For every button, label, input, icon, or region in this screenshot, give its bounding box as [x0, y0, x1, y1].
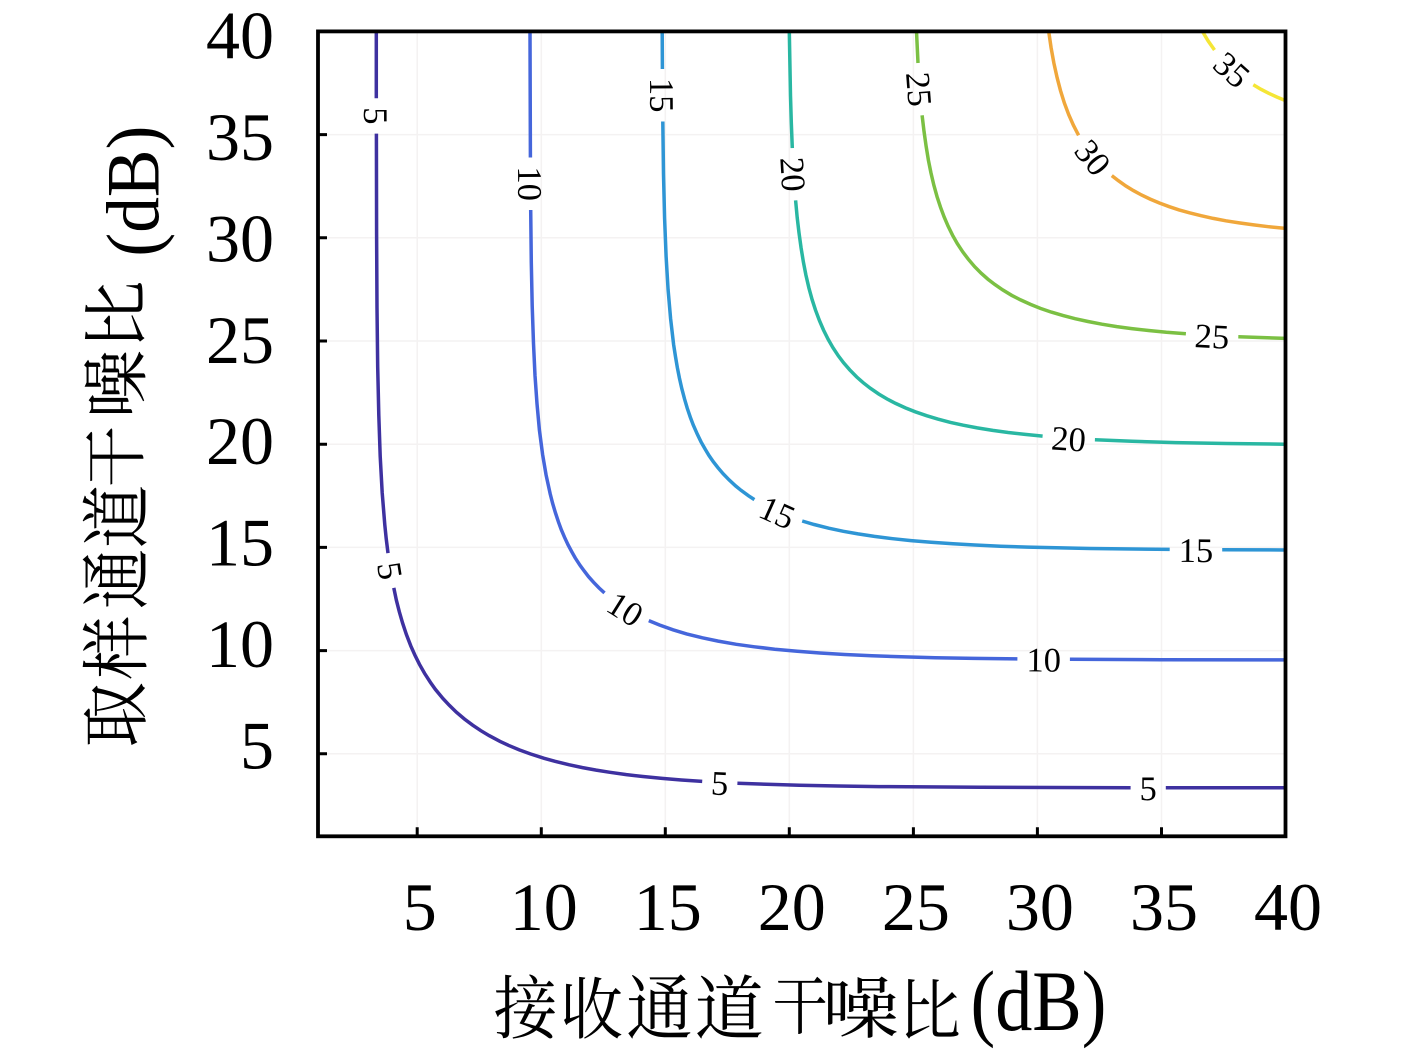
svg-text:15: 15: [634, 869, 702, 945]
svg-text:5: 5: [369, 559, 409, 582]
svg-text:20: 20: [1050, 419, 1087, 459]
svg-text:15: 15: [1179, 532, 1214, 570]
svg-text:10: 10: [1026, 641, 1061, 679]
svg-text:30: 30: [206, 200, 274, 276]
svg-text:35: 35: [206, 99, 274, 175]
svg-text:20: 20: [206, 403, 274, 479]
svg-text:30: 30: [1006, 869, 1074, 945]
svg-text:(dB): (dB): [971, 953, 1107, 1049]
svg-text:(dB): (dB): [93, 126, 176, 257]
svg-text:5: 5: [1140, 770, 1157, 808]
svg-text:25: 25: [882, 869, 950, 945]
svg-text:35: 35: [1130, 869, 1198, 945]
svg-text:20: 20: [772, 156, 812, 193]
svg-text:5: 5: [710, 764, 729, 803]
svg-text:40: 40: [1254, 869, 1322, 945]
svg-text:25: 25: [898, 71, 939, 108]
svg-text:10: 10: [206, 606, 274, 682]
svg-text:10: 10: [510, 166, 548, 201]
svg-text:15: 15: [642, 78, 680, 113]
svg-text:5: 5: [403, 869, 437, 945]
svg-text:5: 5: [356, 107, 394, 124]
svg-text:15: 15: [206, 505, 274, 581]
svg-text:10: 10: [510, 869, 578, 945]
svg-text:25: 25: [1194, 317, 1231, 357]
svg-text:25: 25: [206, 302, 274, 378]
svg-text:40: 40: [206, 0, 274, 74]
svg-text:20: 20: [758, 869, 826, 945]
svg-text:5: 5: [240, 707, 274, 783]
